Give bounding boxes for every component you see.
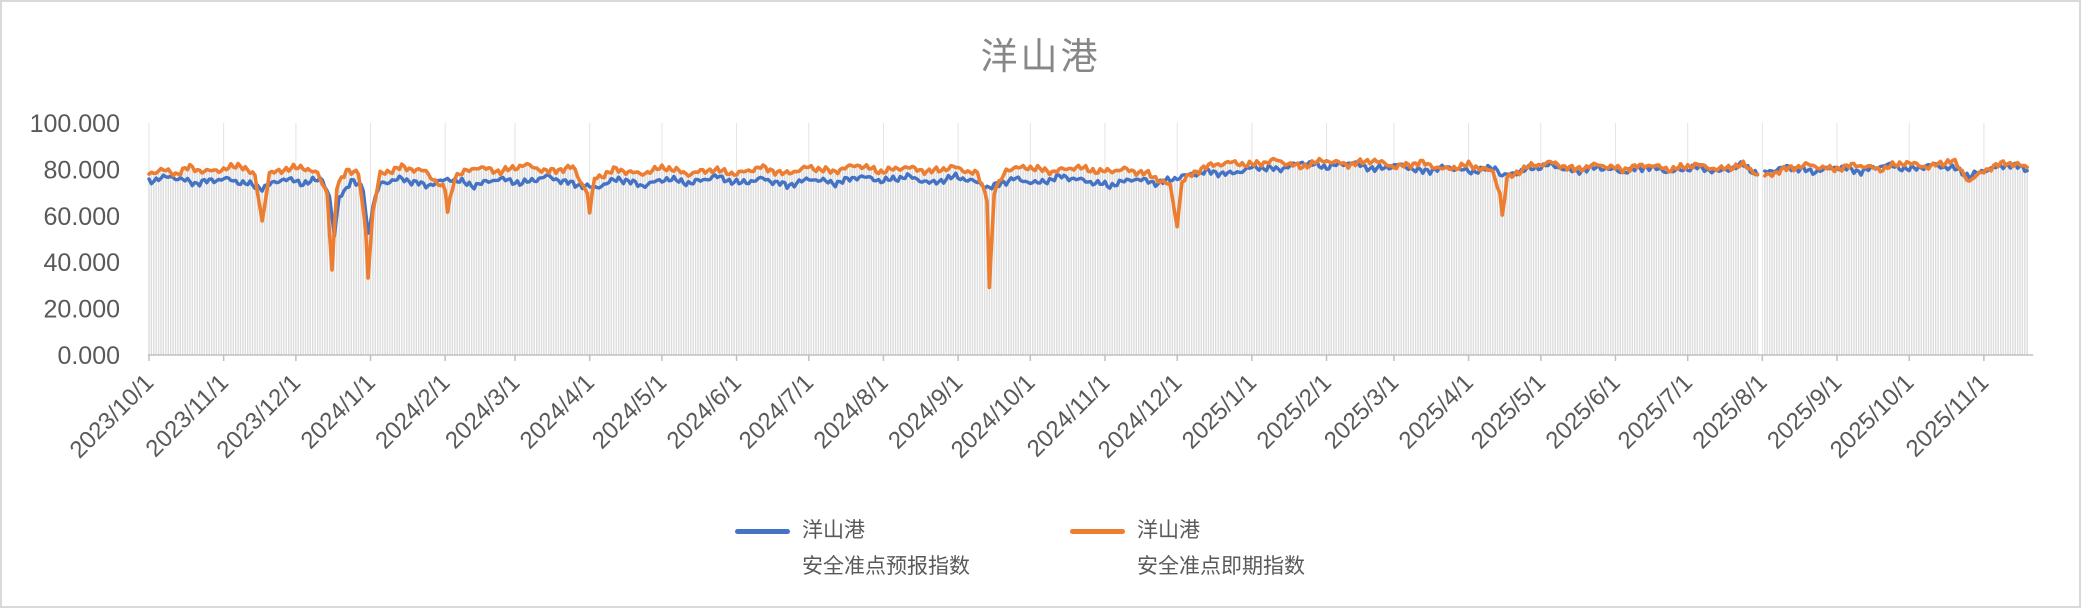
x-tick-label: 2025/5/1 (1466, 369, 1551, 454)
chart-title: 洋山港 (980, 36, 1101, 77)
x-tick-label: 2025/6/1 (1541, 369, 1626, 454)
series-line-spot (147, 156, 2029, 290)
y-tick-label: 40.000 (44, 249, 120, 277)
y-tick-label: 60.000 (44, 203, 120, 231)
x-tick-label: 2025/7/1 (1613, 369, 1698, 454)
x-tick-label: 2024/5/1 (587, 369, 672, 454)
x-tick-label: 2025/4/1 (1394, 369, 1479, 454)
y-tick-label: 100.000 (30, 110, 120, 138)
x-tick-label: 2024/4/1 (515, 369, 600, 454)
x-tick-label: 2025/8/1 (1687, 369, 1772, 454)
x-tick-label: 2024/8/1 (809, 369, 894, 454)
y-tick-label: 80.000 (44, 156, 120, 184)
x-tick-label: 2024/7/1 (734, 369, 819, 454)
y-tick-label: 0.000 (57, 342, 120, 370)
x-tick-label: 2024/2/1 (370, 369, 455, 454)
drop-lines (148, 159, 2028, 355)
x-tick-label: 2025/3/1 (1319, 369, 1404, 454)
x-tick-label: 2024/3/1 (440, 369, 525, 454)
y-tick-label: 20.000 (44, 296, 120, 324)
x-tick-label: 2023/10/1 (65, 369, 160, 464)
x-tick-label: 2024/6/1 (662, 369, 747, 454)
x-tick-label: 2025/11/1 (1901, 369, 1994, 462)
x-tick-label: 2024/1/1 (296, 369, 381, 454)
x-tick-label: 2025/1/1 (1177, 369, 1262, 454)
